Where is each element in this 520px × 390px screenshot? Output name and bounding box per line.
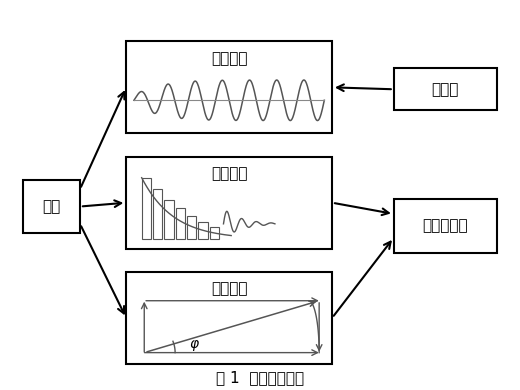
FancyBboxPatch shape [394, 199, 497, 253]
Text: $\varphi$: $\varphi$ [189, 338, 200, 353]
Bar [141, 178, 151, 239]
Bar [187, 216, 196, 239]
Text: 幅度特征: 幅度特征 [211, 166, 248, 181]
Text: 信号: 信号 [43, 199, 61, 214]
FancyBboxPatch shape [126, 156, 332, 249]
FancyBboxPatch shape [23, 180, 80, 234]
Text: 相位特征: 相位特征 [211, 282, 248, 296]
FancyBboxPatch shape [394, 68, 497, 110]
Bar [176, 209, 185, 239]
Text: 高阶累积量: 高阶累积量 [422, 218, 468, 233]
Bar [164, 200, 174, 239]
Bar [198, 222, 207, 239]
Text: 图 1  特征选择示意: 图 1 特征选择示意 [216, 370, 304, 385]
Text: 频率特征: 频率特征 [211, 51, 248, 66]
FancyBboxPatch shape [126, 41, 332, 133]
FancyBboxPatch shape [126, 272, 332, 364]
Bar [153, 189, 162, 239]
Bar [210, 227, 219, 239]
Text: 时频图: 时频图 [432, 82, 459, 97]
